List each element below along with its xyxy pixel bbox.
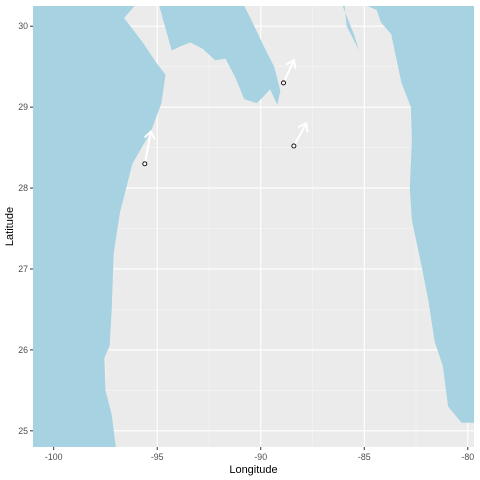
current-vector-head bbox=[285, 59, 297, 70]
y-axis-title: Latitude bbox=[4, 207, 16, 246]
y-tick-label: 28 bbox=[18, 183, 28, 193]
buoy-point bbox=[142, 161, 148, 167]
y-tick-label: 29 bbox=[18, 102, 28, 112]
y-axis-ticks: 25 26 27 28 29 30 bbox=[18, 21, 33, 436]
buoy-point bbox=[281, 80, 286, 86]
land-polygon bbox=[367, 6, 474, 423]
land-polygon bbox=[159, 6, 281, 105]
x-axis-ticks: -100 -95 -90 -85 -80 bbox=[45, 447, 474, 462]
current-vector-head bbox=[298, 122, 309, 133]
x-tick-label: -90 bbox=[254, 452, 267, 462]
y-tick-label: 25 bbox=[18, 426, 28, 436]
current-vector-shaft bbox=[143, 130, 153, 165]
x-tick-label: -85 bbox=[358, 452, 371, 462]
buoy-points bbox=[142, 80, 297, 167]
current-vector-shaft bbox=[292, 122, 308, 147]
buoy-point bbox=[291, 143, 297, 149]
x-tick-label: -80 bbox=[461, 452, 474, 462]
current-vector-head bbox=[144, 130, 156, 140]
land-polygons bbox=[33, 6, 474, 447]
x-axis-title: Longitude bbox=[229, 464, 277, 476]
y-tick-label: 27 bbox=[18, 264, 28, 274]
current-vector-shaft bbox=[282, 59, 295, 84]
current-vectors bbox=[143, 59, 309, 165]
land-polygon bbox=[33, 6, 166, 447]
y-tick-label: 26 bbox=[18, 345, 28, 355]
x-tick-label: -95 bbox=[151, 452, 164, 462]
x-tick-label: -100 bbox=[45, 452, 63, 462]
y-tick-label: 30 bbox=[18, 21, 28, 31]
